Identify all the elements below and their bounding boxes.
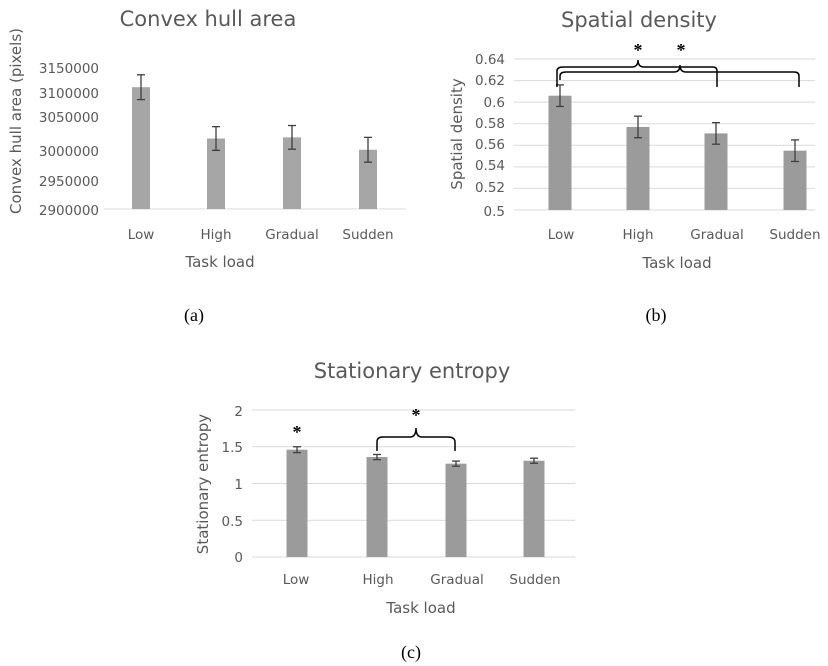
chart-c-x-axis-title: Task load	[385, 599, 455, 617]
chart-a-xtick-high: High	[200, 227, 231, 243]
chart-b-significance-brackets: * *	[556, 40, 800, 87]
chart-c-ytick: 1.5	[222, 440, 243, 456]
chart-c-x-ticks: Low High Gradual Sudden	[283, 572, 561, 588]
chart-c-xtick-gradual: Gradual	[430, 572, 483, 588]
chart-a-ytick: 2900000	[39, 203, 99, 219]
chart-c-ytick: 2	[234, 404, 243, 420]
chart-c-y-ticks: 2 1.5 1 0.5 0	[222, 404, 243, 566]
chart-convex-hull-area: Convex hull area Convex hull area (pixel…	[7, 7, 406, 326]
chart-c-ytick: 1	[234, 477, 243, 493]
chart-b-ytick: 0.5	[484, 204, 505, 220]
chart-a-y-ticks: 3150000 3100000 3050000 3000000 2950000 …	[39, 61, 99, 219]
chart-a-bar-sudden	[359, 149, 377, 209]
chart-b-ytick: 0.64	[475, 52, 505, 68]
chart-b-xtick-low: Low	[548, 227, 575, 243]
chart-a-ytick: 3100000	[39, 86, 99, 102]
chart-b-ytick: 0.56	[475, 137, 505, 153]
chart-b-bar-gradual	[704, 133, 728, 210]
chart-a-x-ticks: Low High Gradual Sudden	[128, 227, 394, 243]
chart-b-x-axis-title: Task load	[641, 254, 711, 272]
chart-b-bar-high	[626, 126, 650, 210]
chart-c-bar-sudden	[523, 460, 545, 557]
chart-b-ytick: 0.6	[484, 95, 505, 111]
chart-c-significance-star-bracket: *	[412, 405, 421, 425]
chart-b-x-ticks: Low High Gradual Sudden	[548, 227, 821, 243]
chart-a-bars	[132, 74, 377, 209]
chart-c-bars	[286, 446, 545, 557]
chart-b-bar-sudden	[783, 150, 807, 210]
chart-b-y-ticks: 0.64 0.62 0.6 0.58 0.56 0.54 0.52 0.5	[475, 52, 505, 220]
chart-a-x-axis-title: Task load	[184, 253, 254, 271]
chart-a-xtick-gradual: Gradual	[265, 227, 318, 243]
chart-c-bar-low	[286, 449, 308, 557]
chart-b-xtick-high: High	[622, 227, 653, 243]
chart-c-xtick-low: Low	[283, 572, 310, 588]
chart-a-ytick: 3000000	[39, 144, 99, 160]
chart-b-xtick-sudden: Sudden	[769, 227, 820, 243]
chart-b-ytick: 0.54	[475, 158, 505, 174]
chart-a-caption: (a)	[184, 305, 204, 326]
chart-c-ytick: 0	[234, 550, 243, 566]
chart-spatial-density: Spatial density Spatial density Task loa…	[448, 8, 821, 326]
chart-a-ytick: 2950000	[39, 174, 99, 190]
chart-c-title: Stationary entropy	[314, 359, 511, 383]
chart-a-y-axis-title: Convex hull area (pixels)	[7, 28, 25, 214]
chart-b-significance-star-2: *	[677, 40, 686, 60]
chart-b-y-axis-title: Spatial density	[448, 78, 466, 190]
chart-a-bar-gradual	[283, 137, 301, 209]
chart-c-bracket-high-gradual	[376, 427, 456, 451]
chart-a-ytick: 3050000	[39, 110, 99, 126]
chart-c-xtick-sudden: Sudden	[509, 572, 560, 588]
chart-c-caption: (c)	[401, 642, 421, 663]
chart-b-title: Spatial density	[561, 8, 717, 32]
chart-a-ytick: 3150000	[39, 61, 99, 77]
chart-a-xtick-sudden: Sudden	[342, 227, 393, 243]
chart-b-ytick: 0.62	[475, 73, 505, 89]
chart-b-ytick: 0.58	[475, 116, 505, 132]
chart-c-significance-star-low: *	[293, 422, 302, 442]
chart-a-bar-low	[132, 87, 150, 209]
chart-c-bar-gradual	[445, 463, 467, 557]
chart-a-xtick-low: Low	[128, 227, 155, 243]
chart-b-caption: (b)	[646, 305, 667, 326]
chart-c-bar-high	[366, 457, 388, 557]
chart-b-significance-star-1: *	[634, 40, 643, 60]
chart-stationary-entropy: Stationary entropy Stationary entropy Ta…	[194, 359, 575, 663]
chart-a-bar-high	[207, 138, 225, 209]
chart-c-ytick: 0.5	[222, 514, 243, 530]
chart-b-bar-low	[548, 95, 572, 210]
chart-b-bars	[548, 84, 807, 210]
chart-c-significance: * *	[293, 405, 456, 451]
chart-b-bracket-low-sudden	[559, 64, 800, 87]
chart-b-xtick-gradual: Gradual	[690, 227, 743, 243]
chart-b-bracket-low-gradual	[556, 59, 718, 87]
chart-a-title: Convex hull area	[120, 7, 297, 31]
chart-c-y-axis-title: Stationary entropy	[194, 414, 212, 554]
chart-b-ytick: 0.52	[475, 180, 505, 196]
chart-c-xtick-high: High	[362, 572, 393, 588]
